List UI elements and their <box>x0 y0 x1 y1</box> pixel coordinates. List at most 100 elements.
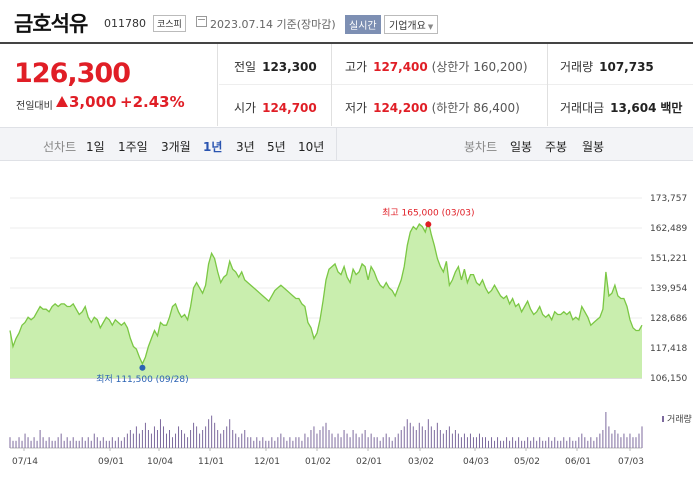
volume-bar <box>178 426 180 448</box>
volume-bar <box>274 440 276 448</box>
volume-bar <box>599 433 601 448</box>
tab-3years[interactable]: 3년 <box>236 140 255 154</box>
volume-bar <box>403 426 405 448</box>
volume-bar <box>587 440 589 448</box>
company-info-label: 기업개요 <box>389 21 426 32</box>
stat-high: 고가 127,400 (상한가 160,200) <box>345 58 528 75</box>
volume-bar <box>361 433 363 448</box>
tab-1week[interactable]: 1주일 <box>118 140 148 154</box>
volume-bar <box>265 440 267 448</box>
tab-daily[interactable]: 일봉 <box>510 140 533 154</box>
tab-1day[interactable]: 1일 <box>86 140 105 154</box>
volume-bar <box>175 433 177 448</box>
tab-3months[interactable]: 3개월 <box>161 140 191 154</box>
chart-period-tabs: 선차트 1일 1주일 3개월 1년 3년 5년 10년 봉차트 일봉 주봉 월봉 <box>0 127 693 161</box>
volume-bar <box>343 430 345 448</box>
y-tick-label: 162,489 <box>650 224 687 234</box>
volume-bar <box>376 437 378 448</box>
x-tick-label: 05/02 <box>514 457 540 467</box>
volume-bar <box>488 440 490 448</box>
volume-bar <box>262 437 264 448</box>
volume-bar <box>436 422 438 448</box>
volume-bar <box>491 437 493 448</box>
volume-bar <box>578 437 580 448</box>
tab-10years[interactable]: 10년 <box>298 140 325 154</box>
volume-bar <box>147 430 149 448</box>
volume-bar <box>355 433 357 448</box>
volume-bar <box>271 437 273 448</box>
volume-bar <box>84 440 86 448</box>
y-tick-label: 151,221 <box>650 254 687 264</box>
volume-bar <box>382 437 384 448</box>
stat-label: 전일 <box>234 60 257 74</box>
max-marker <box>425 221 432 228</box>
stat-limit: (하한가 86,400) <box>431 101 520 115</box>
volume-bar <box>33 437 35 448</box>
volume-bar <box>629 433 631 448</box>
volume-bar <box>364 430 366 448</box>
volume-bar <box>250 437 252 448</box>
tab-weekly[interactable]: 주봉 <box>545 140 568 154</box>
volume-bar <box>123 437 125 448</box>
volume-bar <box>346 433 348 448</box>
volume-bar <box>90 440 92 448</box>
volume-bar <box>527 437 529 448</box>
volume-bar <box>87 437 89 448</box>
volume-bar <box>193 422 195 448</box>
stat-value: 124,200 <box>373 101 428 115</box>
volume-bar <box>463 433 465 448</box>
volume-bar <box>27 437 29 448</box>
volume-bar <box>451 433 453 448</box>
volume-bar <box>509 440 511 448</box>
tab-monthly[interactable]: 월봉 <box>582 140 605 154</box>
volume-bar <box>24 433 26 448</box>
volume-bar <box>478 433 480 448</box>
volume-bar <box>506 437 508 448</box>
price-change: 3,000 <box>69 93 117 111</box>
realtime-button[interactable]: 실시간 <box>345 15 381 34</box>
candle-chart-label: 봉차트 <box>464 140 498 154</box>
stat-label: 시가 <box>234 101 257 115</box>
volume-bar <box>235 433 237 448</box>
volume-bar <box>283 437 285 448</box>
x-tick-label: 10/04 <box>147 457 173 467</box>
volume-bar <box>247 437 249 448</box>
chevron-down-icon: ▼ <box>427 23 434 31</box>
volume-bar <box>590 437 592 448</box>
volume-bar <box>469 433 471 448</box>
tab-1year[interactable]: 1년 <box>203 140 223 154</box>
tab-5years[interactable]: 5년 <box>267 140 286 154</box>
volume-bar <box>241 433 243 448</box>
company-info-dropdown[interactable]: 기업개요 ▼ <box>384 15 439 34</box>
volume-bar <box>481 437 483 448</box>
volume-bar <box>394 437 396 448</box>
price-chart[interactable]: 173,757 162,489 151,221 139,954 128,686 117,4… <box>0 162 693 484</box>
volume-bar <box>614 430 616 448</box>
volume-bar <box>421 426 423 448</box>
volume-bar <box>48 437 50 448</box>
calendar-icon <box>196 16 207 27</box>
volume-bar <box>280 433 282 448</box>
volume-bar <box>349 437 351 448</box>
volume-bar <box>214 422 216 448</box>
volume-bar <box>457 433 459 448</box>
volume-bar <box>340 437 342 448</box>
volume-bar <box>184 433 186 448</box>
max-label: 최고 165,000 (03/03) <box>382 207 474 218</box>
volume-bar <box>412 426 414 448</box>
volume-bar <box>172 437 174 448</box>
volume-bar <box>135 426 137 448</box>
volume-label: 거래량 <box>667 413 692 425</box>
volume-bar <box>494 440 496 448</box>
volume-bar <box>51 440 53 448</box>
volume-bar <box>256 437 258 448</box>
volume-bar <box>253 440 255 448</box>
stat-label: 거래대금 <box>560 101 605 115</box>
volume-bar <box>433 430 435 448</box>
stat-unit: 백만 <box>660 101 683 115</box>
volume-bar <box>448 426 450 448</box>
stat-low: 저가 124,200 (하한가 86,400) <box>345 99 520 116</box>
volume-bar <box>454 430 456 448</box>
x-tick-label: 02/01 <box>356 457 382 467</box>
volume-bar <box>126 433 128 448</box>
